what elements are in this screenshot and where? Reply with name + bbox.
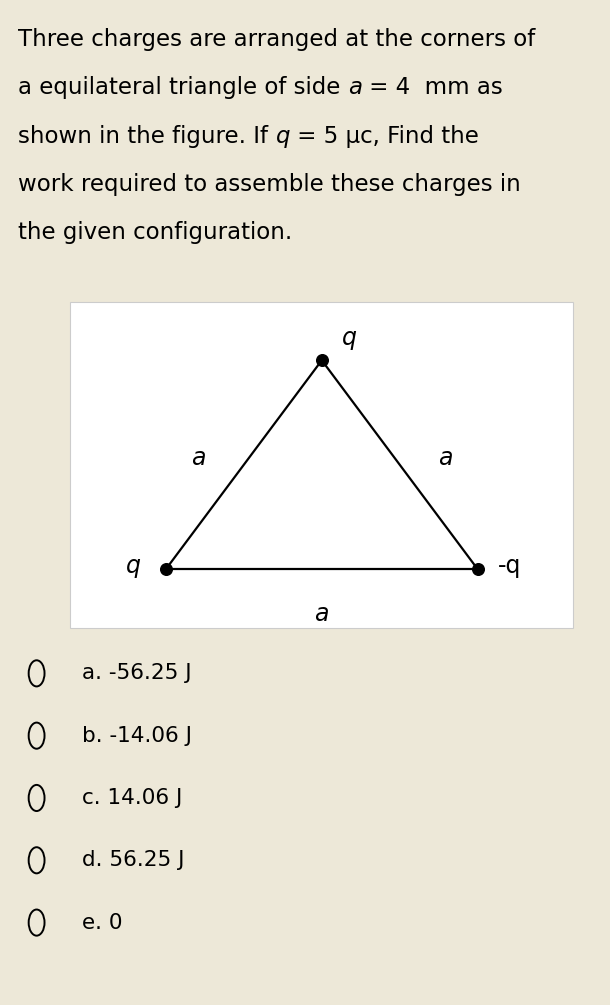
Text: work required to assemble these charges in: work required to assemble these charges … [18, 173, 521, 196]
Text: a. -56.25 J: a. -56.25 J [82, 663, 192, 683]
Text: q: q [276, 125, 290, 148]
Text: a: a [438, 446, 453, 470]
Text: a: a [315, 602, 329, 626]
Text: q: q [126, 554, 141, 578]
Text: e. 0: e. 0 [82, 913, 123, 933]
Text: = 5 μc, Find the: = 5 μc, Find the [290, 125, 479, 148]
Text: the given configuration.: the given configuration. [18, 221, 293, 244]
Point [161, 561, 171, 577]
Text: d. 56.25 J: d. 56.25 J [82, 850, 185, 870]
Text: a: a [191, 446, 206, 470]
Text: a: a [348, 76, 362, 99]
Text: c. 14.06 J: c. 14.06 J [82, 788, 183, 808]
Text: shown in the figure. If: shown in the figure. If [18, 125, 276, 148]
Text: = 4  mm as: = 4 mm as [362, 76, 503, 99]
Text: b. -14.06 J: b. -14.06 J [82, 726, 192, 746]
Text: a equilateral triangle of side: a equilateral triangle of side [18, 76, 348, 99]
Point [473, 561, 483, 577]
Text: -q: -q [498, 554, 522, 578]
Point [317, 353, 327, 369]
Text: q: q [342, 327, 357, 351]
FancyBboxPatch shape [70, 302, 573, 628]
Text: Three charges are arranged at the corners of: Three charges are arranged at the corner… [18, 28, 536, 51]
